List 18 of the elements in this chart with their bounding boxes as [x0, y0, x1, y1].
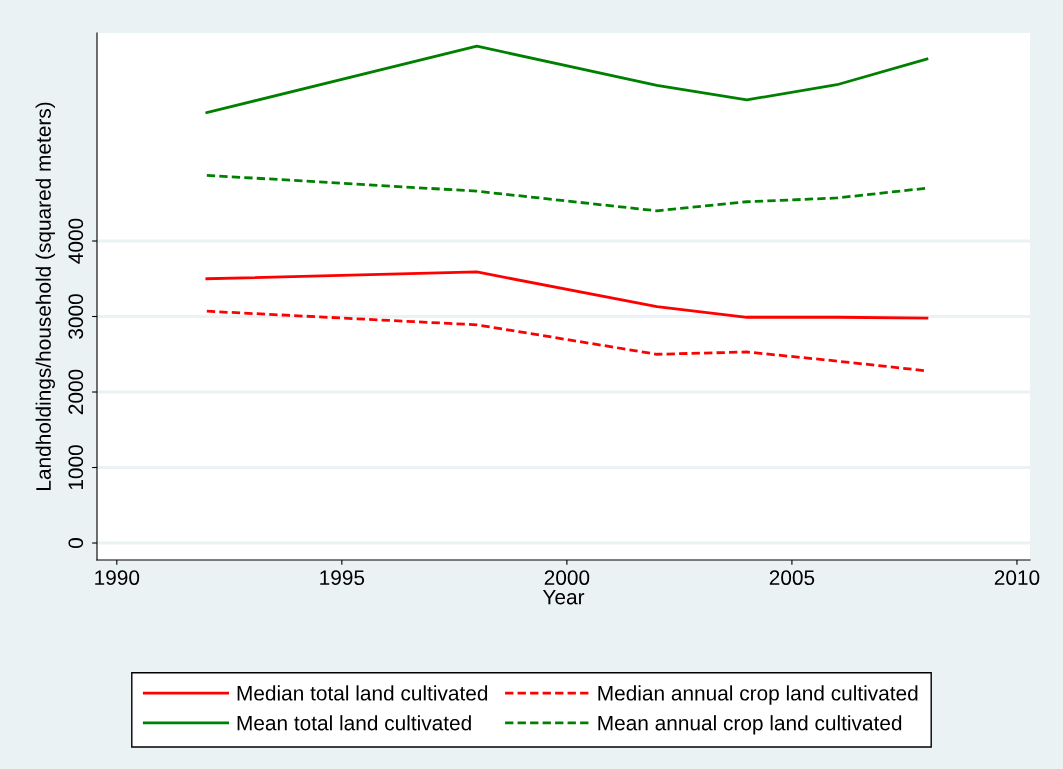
- y-tick-label: 1000: [68, 445, 84, 490]
- line-series: [205, 270, 929, 320]
- legend-label: Mean total land cultivated: [237, 715, 471, 731]
- x-axis-title: Year: [542, 589, 585, 605]
- y-axis-title: Landholdings/household (squared meters): [35, 102, 56, 490]
- legend-label: Median total land cultivated: [237, 685, 488, 701]
- legend-label: Median annual crop land cultivated: [598, 685, 918, 705]
- x-tick-label: 1990: [95, 570, 140, 586]
- y-tick-label: 0: [68, 538, 84, 548]
- y-tick-label: 4000: [68, 218, 84, 264]
- legend-label: Mean annual crop land cultivated: [598, 715, 902, 735]
- y-tick-label: 3000: [68, 294, 84, 339]
- x-tick-label: 1995: [320, 570, 365, 586]
- line-series: [205, 44, 929, 115]
- x-tick-label: 2000: [544, 570, 590, 586]
- y-tick-label: 2000: [68, 369, 84, 415]
- x-tick-label: 2010: [994, 570, 1040, 586]
- x-tick-label: 2005: [769, 570, 815, 586]
